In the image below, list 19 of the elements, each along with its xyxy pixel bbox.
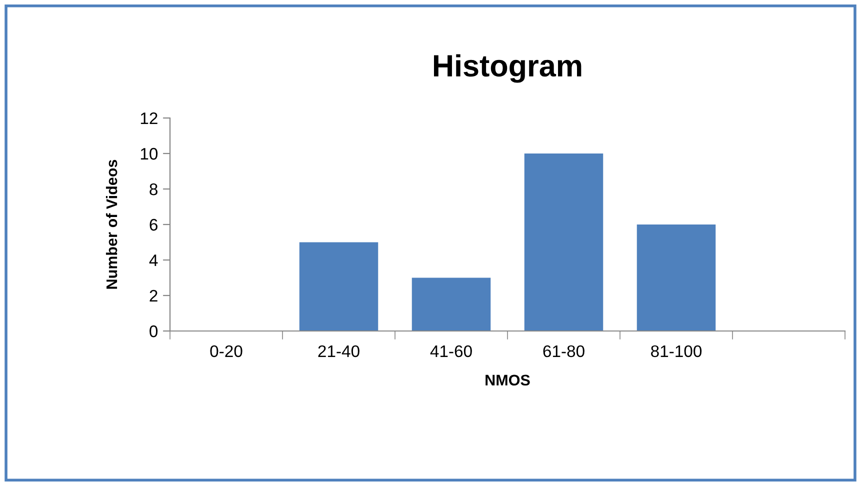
x-axis-title: NMOS [486, 374, 530, 386]
bar [412, 278, 491, 331]
y-axis-title: Number of Videos [106, 160, 118, 289]
bar [636, 224, 716, 331]
bar [299, 242, 378, 331]
bar [524, 154, 604, 331]
y-tick-label: 8 [150, 183, 158, 196]
x-tick-label: 21-40 [318, 345, 360, 358]
y-tick-label: 10 [140, 148, 158, 160]
y-tick-label: 2 [150, 290, 158, 302]
y-tick-label: 4 [149, 254, 158, 266]
x-tick-label: 41-60 [430, 345, 472, 358]
x-tick-label: 81-100 [651, 345, 702, 358]
x-tick-label: 0-20 [210, 345, 242, 358]
y-tick-label: 6 [150, 218, 158, 231]
chart-title: Histogram [434, 54, 582, 83]
x-tick-label: 61-80 [543, 345, 584, 358]
y-tick-label: 0 [150, 325, 158, 338]
y-tick-label: 12 [140, 112, 158, 124]
